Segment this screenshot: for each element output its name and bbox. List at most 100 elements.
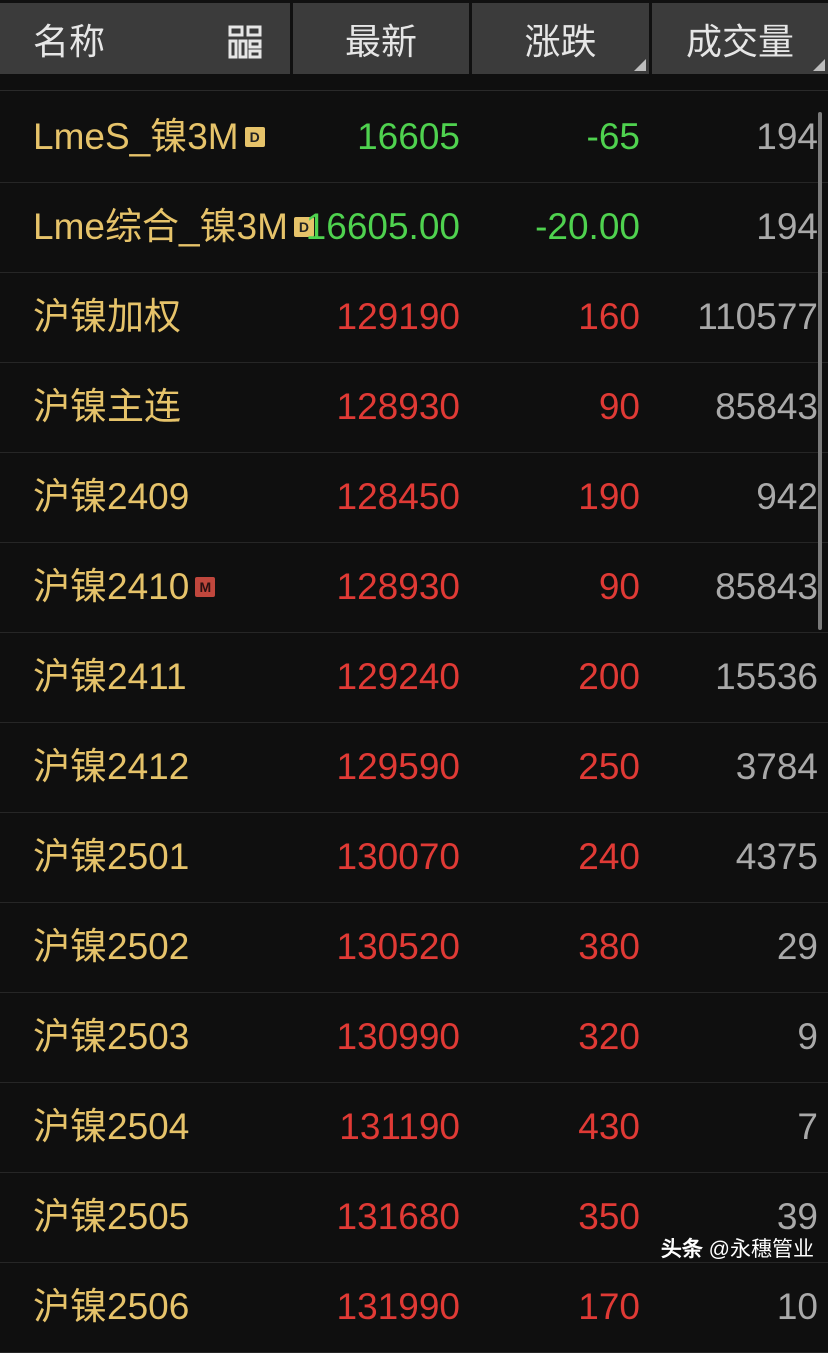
last-price: 131680 bbox=[336, 1196, 460, 1237]
column-header-volume-label: 成交量 bbox=[685, 20, 794, 62]
instrument-name-text: 沪镍2411 bbox=[33, 656, 187, 697]
instrument-name-text: 沪镍2412 bbox=[33, 746, 190, 787]
instrument-name: 沪镍2503 bbox=[33, 992, 189, 1082]
table-row[interactable]: Lme综合_镍3M D 16605.00 -20.00 194 bbox=[0, 182, 828, 273]
volume: 29 bbox=[776, 926, 818, 967]
volume: 942 bbox=[756, 476, 818, 517]
table-row[interactable]: 沪镍加权 129190 160 110577 bbox=[0, 272, 828, 363]
last-price: 128930 bbox=[336, 386, 460, 427]
last-price: 16605 bbox=[357, 116, 460, 157]
price-change: 90 bbox=[598, 386, 640, 427]
price-change: 380 bbox=[578, 926, 640, 967]
instrument-name: 沪镍2505 bbox=[33, 1172, 189, 1262]
volume: 110577 bbox=[697, 296, 818, 337]
instrument-name: 沪镍2506 bbox=[33, 1262, 189, 1352]
instrument-name-text: Lme综合_镍3M bbox=[33, 206, 288, 247]
volume: 85843 bbox=[715, 566, 818, 607]
price-change: 430 bbox=[578, 1106, 640, 1147]
table-row[interactable]: 沪镍2503 130990 320 9 bbox=[0, 992, 828, 1083]
volume: 3784 bbox=[735, 746, 818, 787]
table-row[interactable]: 沪镍主连 128930 90 85843 bbox=[0, 362, 828, 453]
grid-layout-icon[interactable] bbox=[228, 25, 262, 59]
instrument-name: 沪镍2409 bbox=[33, 452, 189, 542]
table-row[interactable]: 沪镍2409 128450 190 942 bbox=[0, 452, 828, 543]
instrument-name-text: 沪镍加权 bbox=[33, 296, 181, 337]
instrument-name: 沪镍2411 bbox=[33, 632, 187, 722]
instrument-name-text: 沪镍2410 bbox=[33, 566, 190, 607]
volume: 194 bbox=[756, 116, 818, 157]
instrument-name: 沪镍2412 bbox=[33, 722, 189, 812]
table-row[interactable]: 沪镍2411 129240 200 15536 bbox=[0, 632, 828, 723]
last-price: 130990 bbox=[336, 1016, 460, 1057]
instrument-name: Lme综合_镍3M D bbox=[33, 182, 314, 272]
price-change: -65 bbox=[586, 116, 640, 157]
table-row[interactable]: LmeS_镍3M D 16605 -65 194 bbox=[0, 92, 828, 183]
instrument-name-text: LmeS_镍3M bbox=[33, 116, 239, 157]
scrollbar[interactable] bbox=[818, 112, 822, 630]
last-price: 131190 bbox=[339, 1106, 460, 1147]
table-row[interactable]: 沪镍2504 131190 430 7 bbox=[0, 1082, 828, 1173]
instrument-name-text: 沪镍主连 bbox=[33, 386, 181, 427]
price-change: 190 bbox=[578, 476, 640, 517]
instrument-name: LmeS_镍3M D bbox=[33, 92, 265, 182]
price-change: 350 bbox=[578, 1196, 640, 1237]
price-change: 170 bbox=[578, 1286, 640, 1327]
instrument-name-text: 沪镍2501 bbox=[33, 836, 190, 877]
table-header: 名称 最新 涨跌 成交量 bbox=[0, 0, 828, 74]
instrument-name: 沪镍2501 bbox=[33, 812, 189, 902]
price-change: 90 bbox=[598, 566, 640, 607]
table-row[interactable]: 沪镍2410 M 128930 90 85843 bbox=[0, 542, 828, 633]
column-header-volume[interactable]: 成交量 bbox=[652, 3, 828, 74]
last-price: 131990 bbox=[336, 1286, 460, 1327]
instrument-name-text: 沪镍2506 bbox=[33, 1286, 190, 1327]
volume: 7 bbox=[797, 1106, 818, 1147]
column-header-last-label: 最新 bbox=[344, 20, 417, 62]
volume: 10 bbox=[776, 1286, 818, 1327]
instrument-name: 沪镍2410 M bbox=[33, 542, 216, 632]
last-price: 128930 bbox=[336, 566, 460, 607]
last-price: 129240 bbox=[336, 656, 460, 697]
instrument-name: 沪镍主连 bbox=[33, 362, 181, 452]
contract-badge-icon: D bbox=[293, 217, 314, 237]
watermark-account: @永穗管业 bbox=[708, 1238, 814, 1261]
contract-badge-icon: M bbox=[195, 577, 216, 597]
table-row[interactable]: 沪镍2506 131990 170 10 bbox=[0, 1262, 828, 1353]
price-change: 250 bbox=[578, 746, 640, 787]
volume: 15536 bbox=[715, 656, 818, 697]
watermark: 头条 @永穗管业 bbox=[661, 1238, 814, 1262]
last-price: 128450 bbox=[336, 476, 460, 517]
price-change: 240 bbox=[578, 836, 640, 877]
column-header-name-label: 名称 bbox=[33, 20, 106, 62]
sort-indicator-icon bbox=[813, 59, 825, 71]
table-row[interactable]: 沪镍2505 131680 350 39 bbox=[0, 1172, 828, 1263]
price-change: 320 bbox=[578, 1016, 640, 1057]
column-header-last[interactable]: 最新 bbox=[293, 3, 469, 74]
instrument-name-text: 沪镍2409 bbox=[33, 476, 190, 517]
price-change: 200 bbox=[578, 656, 640, 697]
contract-badge-icon: D bbox=[244, 127, 265, 147]
divider bbox=[0, 90, 828, 91]
last-price: 130520 bbox=[336, 926, 460, 967]
instrument-name-text: 沪镍2504 bbox=[33, 1106, 190, 1147]
instrument-name-text: 沪镍2502 bbox=[33, 926, 190, 967]
sort-indicator-icon bbox=[634, 59, 646, 71]
last-price: 129190 bbox=[336, 296, 460, 337]
column-header-name[interactable]: 名称 bbox=[0, 3, 290, 74]
watermark-brand: 头条 bbox=[660, 1238, 703, 1261]
column-header-change-label: 涨跌 bbox=[524, 20, 597, 62]
volume: 39 bbox=[776, 1196, 818, 1237]
table-row[interactable]: 沪镍2501 130070 240 4375 bbox=[0, 812, 828, 903]
last-price: 130070 bbox=[336, 836, 460, 877]
last-price: 16605.00 bbox=[305, 206, 460, 247]
table-row[interactable]: 沪镍2412 129590 250 3784 bbox=[0, 722, 828, 813]
price-change: -20.00 bbox=[535, 206, 640, 247]
volume: 194 bbox=[756, 206, 818, 247]
column-header-change[interactable]: 涨跌 bbox=[472, 3, 649, 74]
volume: 85843 bbox=[715, 386, 818, 427]
instrument-name: 沪镍加权 bbox=[33, 272, 181, 362]
instrument-name-text: 沪镍2505 bbox=[33, 1196, 190, 1237]
volume: 9 bbox=[797, 1016, 818, 1057]
instrument-name-text: 沪镍2503 bbox=[33, 1016, 190, 1057]
instrument-name: 沪镍2502 bbox=[33, 902, 189, 992]
table-row[interactable]: 沪镍2502 130520 380 29 bbox=[0, 902, 828, 993]
